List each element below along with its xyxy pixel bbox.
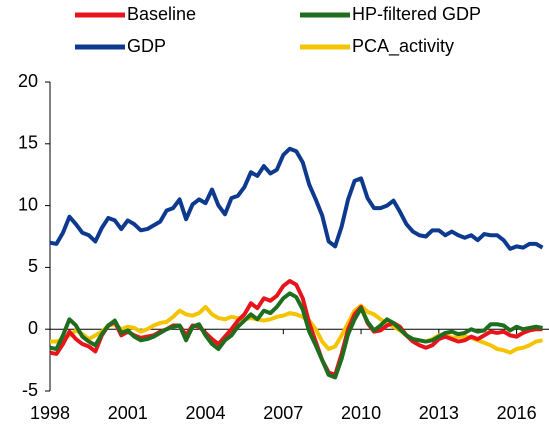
legend-label: GDP bbox=[127, 36, 166, 56]
series-line bbox=[49, 146, 544, 251]
y-tick-label: 10 bbox=[18, 194, 38, 214]
series-line bbox=[49, 291, 543, 380]
x-tick-label: 2007 bbox=[263, 403, 303, 423]
legend-label: Baseline bbox=[127, 4, 196, 24]
x-tick-label: 2001 bbox=[108, 403, 148, 423]
x-tick-label: 2016 bbox=[497, 403, 537, 423]
legend-label: PCA_activity bbox=[352, 36, 454, 57]
x-tick-label: 1998 bbox=[30, 403, 70, 423]
legend-label: HP-filtered GDP bbox=[352, 4, 481, 24]
y-tick-label: 0 bbox=[28, 318, 38, 338]
y-tick-label: 5 bbox=[28, 256, 38, 276]
x-tick-label: 2013 bbox=[419, 403, 459, 423]
x-tick-label: 2010 bbox=[341, 403, 381, 423]
y-tick-label: -5 bbox=[22, 380, 38, 400]
series-line bbox=[50, 303, 543, 355]
x-tick-label: 2004 bbox=[186, 403, 226, 423]
y-tick-label: 20 bbox=[18, 71, 38, 91]
y-tick-label: 15 bbox=[18, 133, 38, 153]
